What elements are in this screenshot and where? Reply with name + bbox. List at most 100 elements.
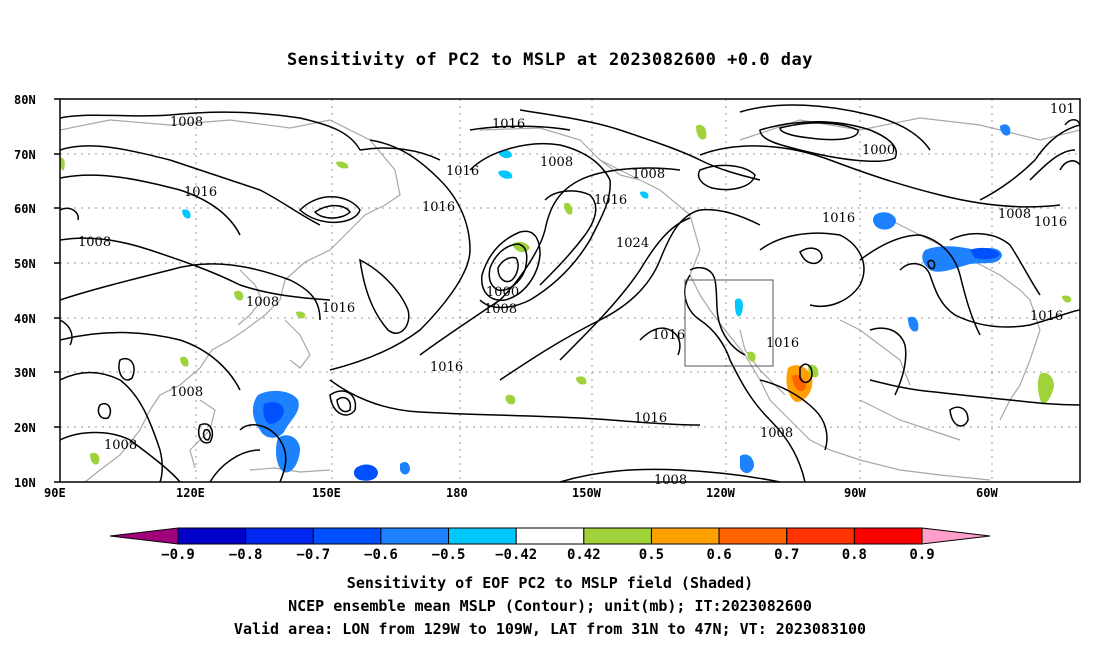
valid-area-box bbox=[684, 279, 774, 367]
lat-lon-grid bbox=[60, 99, 1080, 482]
colorbar: −0.9 −0.8 −0.7 −0.6 −0.5 −0.42 0.42 0.5 0.6 0.7 0.… bbox=[109, 527, 991, 563]
negative-area bbox=[400, 462, 410, 475]
contour-label: 1008 bbox=[246, 295, 279, 310]
negative-area bbox=[1037, 372, 1054, 405]
contour-label: 1016 bbox=[430, 360, 463, 375]
negative-area bbox=[182, 209, 191, 219]
colorbar-box bbox=[245, 527, 314, 545]
lat-label: 20N bbox=[14, 421, 36, 435]
footer-line-3: Valid area: LON from 129W to 109W, LAT f… bbox=[233, 620, 867, 638]
positive-area bbox=[90, 452, 100, 465]
contour-label: 1008 bbox=[104, 438, 137, 453]
contour-label: 1016 bbox=[1034, 215, 1067, 230]
contour-label: 1016 bbox=[422, 200, 455, 215]
positive-area bbox=[505, 394, 516, 405]
contour-label: 1008 bbox=[998, 207, 1031, 222]
colorbar-box bbox=[448, 527, 517, 545]
colorbar-tick-label: −0.8 bbox=[229, 547, 263, 563]
latitude-labels: 80N 70N 60N 50N 40N 30N 20N 10N bbox=[14, 93, 36, 490]
contour-label: 1008 bbox=[170, 115, 203, 130]
contour-label: 1016 bbox=[766, 336, 799, 351]
negative-area bbox=[908, 316, 919, 332]
colorbar-tick-label: 0.6 bbox=[706, 547, 731, 563]
positive-area bbox=[792, 374, 806, 392]
positive-area bbox=[1062, 295, 1072, 303]
contour-label: 1016 bbox=[652, 328, 685, 343]
contour-label: 1016 bbox=[1030, 309, 1063, 324]
lat-label: 30N bbox=[14, 366, 36, 380]
negative-area bbox=[873, 212, 896, 230]
contour-label: 1008 bbox=[632, 167, 665, 182]
colorbar-tick-label: 0.42 bbox=[567, 547, 601, 563]
colorbar-box bbox=[380, 527, 450, 545]
negative-area bbox=[353, 464, 378, 481]
colorbar-box bbox=[515, 527, 585, 545]
negative-area bbox=[740, 454, 754, 474]
colorbar-tick-label: 0.8 bbox=[842, 547, 867, 563]
contour-label: 1016 bbox=[446, 164, 479, 179]
colorbar-box bbox=[583, 527, 652, 545]
positive-area bbox=[234, 290, 244, 301]
mslp-contours bbox=[60, 104, 1080, 482]
contour-label: 1016 bbox=[492, 117, 525, 132]
lon-label: 150W bbox=[572, 486, 602, 500]
lon-label: 90E bbox=[44, 486, 66, 500]
contour-label: 1008 bbox=[484, 302, 517, 317]
colorbar-end-high bbox=[921, 527, 991, 545]
footer-line-1: Sensitivity of EOF PC2 to MSLP field (Sh… bbox=[346, 574, 754, 592]
colorbar-tick-label: 0.9 bbox=[909, 547, 934, 563]
chart-title: Sensitivity of PC2 to MSLP at 2023082600… bbox=[286, 50, 813, 70]
lon-label: 180 bbox=[446, 486, 468, 500]
contour-label: 1008 bbox=[78, 235, 111, 250]
colorbar-box bbox=[177, 527, 247, 545]
colorbar-tick-label: −0.5 bbox=[432, 547, 466, 563]
contour-label: 1016 bbox=[594, 193, 627, 208]
colorbar-box bbox=[718, 527, 788, 545]
negative-area bbox=[1000, 124, 1011, 136]
colorbar-tick-label: −0.6 bbox=[364, 547, 398, 563]
lon-label: 90W bbox=[844, 486, 866, 500]
contour-label: 1008 bbox=[654, 473, 687, 488]
lat-label: 60N bbox=[14, 202, 36, 216]
positive-area bbox=[747, 351, 756, 362]
contour-label: 1008 bbox=[540, 155, 573, 170]
lat-label: 40N bbox=[14, 312, 36, 326]
positive-area bbox=[296, 311, 306, 319]
lon-label: 150E bbox=[312, 486, 341, 500]
contour-label: 1016 bbox=[634, 411, 667, 426]
contour-labels: 1008 1016 1008 1016 1016 1016 1008 1008 … bbox=[78, 102, 1075, 488]
contour-label: 1008 bbox=[170, 385, 203, 400]
colorbar-box bbox=[853, 527, 923, 545]
lon-label: 60W bbox=[976, 486, 998, 500]
colorbar-box bbox=[786, 527, 855, 545]
sensitivity-shading bbox=[60, 124, 1072, 481]
map-frame bbox=[59, 98, 1081, 483]
positive-area bbox=[180, 356, 189, 367]
contour-label: 1000 bbox=[486, 285, 519, 300]
lat-ticks bbox=[54, 98, 60, 483]
lat-label: 10N bbox=[14, 476, 36, 490]
colorbar-tick-label: 0.7 bbox=[774, 547, 799, 563]
colorbar-end-low bbox=[109, 527, 179, 545]
negative-area bbox=[498, 149, 512, 159]
positive-area bbox=[336, 161, 349, 169]
lon-label: 120E bbox=[176, 486, 205, 500]
colorbar-tick-label: −0.7 bbox=[296, 547, 330, 563]
positive-area bbox=[60, 157, 65, 171]
colorbar-tick-label: −0.9 bbox=[161, 547, 195, 563]
lat-label: 70N bbox=[14, 148, 36, 162]
longitude-labels: 90E 120E 150E 180 150W 120W 90W 60W bbox=[44, 486, 998, 500]
contour-label: 1008 bbox=[760, 426, 793, 441]
negative-area bbox=[640, 191, 649, 199]
contour-label: 1024 bbox=[616, 236, 649, 251]
positive-area bbox=[696, 124, 707, 140]
contour-label: 101 bbox=[1050, 102, 1075, 117]
positive-area bbox=[576, 376, 587, 385]
colorbar-box bbox=[312, 527, 382, 545]
contour-label: 1000 bbox=[862, 143, 895, 158]
lat-label: 50N bbox=[14, 257, 36, 271]
colorbar-tick-label: −0.42 bbox=[495, 547, 537, 563]
negative-area bbox=[734, 298, 743, 317]
contour-label: 1016 bbox=[184, 185, 217, 200]
contour-label: 1016 bbox=[822, 211, 855, 226]
